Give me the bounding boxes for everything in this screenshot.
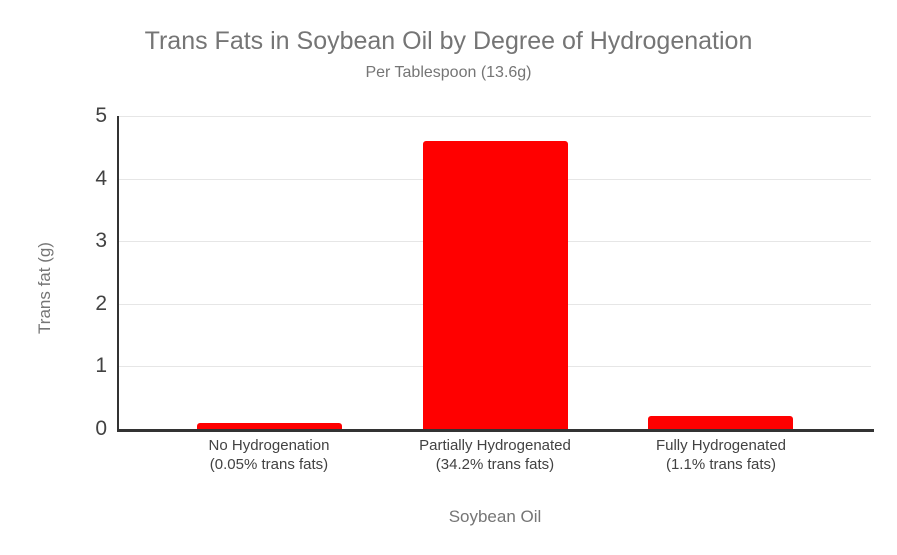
y-axis-title: Trans fat (g): [35, 242, 54, 334]
chart-subtitle: Per Tablespoon (13.6g): [365, 64, 532, 81]
category-label-line1: No Hydrogenation: [208, 437, 330, 454]
category-label: No Hydrogenation (0.05% trans fats): [149, 436, 389, 474]
chart-title: Trans Fats in Soybean Oil by Degree of H…: [144, 27, 753, 55]
category-label: Partially Hydrogenated (34.2% trans fats): [375, 436, 615, 474]
category-label-line2: (34.2% trans fats): [435, 456, 555, 473]
y-tick-label: 1: [95, 354, 107, 377]
bar-no-hydrogenation[interactable]: [197, 423, 342, 429]
y-tick-label: 5: [95, 104, 107, 127]
y-tick-label: 3: [95, 229, 107, 252]
plot-area: [119, 116, 871, 429]
bar-partially-hydrogenated[interactable]: [423, 141, 568, 429]
x-axis-line: [117, 429, 874, 432]
category-label-line1: Partially Hydrogenated: [419, 437, 571, 454]
category-label-line2: (1.1% trans fats): [665, 456, 777, 473]
category-label: Fully Hydrogenated (1.1% trans fats): [601, 436, 841, 474]
y-tick-label: 4: [95, 167, 107, 190]
y-axis-line: [117, 116, 119, 431]
bar-fully-hydrogenated[interactable]: [648, 416, 793, 429]
gridline: [119, 116, 871, 117]
y-tick-label: 2: [95, 292, 107, 315]
x-axis-title: Soybean Oil: [448, 507, 542, 526]
y-tick-label: 0: [95, 417, 107, 440]
category-label-line2: (0.05% trans fats): [209, 456, 329, 473]
category-label-line1: Fully Hydrogenated: [655, 437, 787, 454]
